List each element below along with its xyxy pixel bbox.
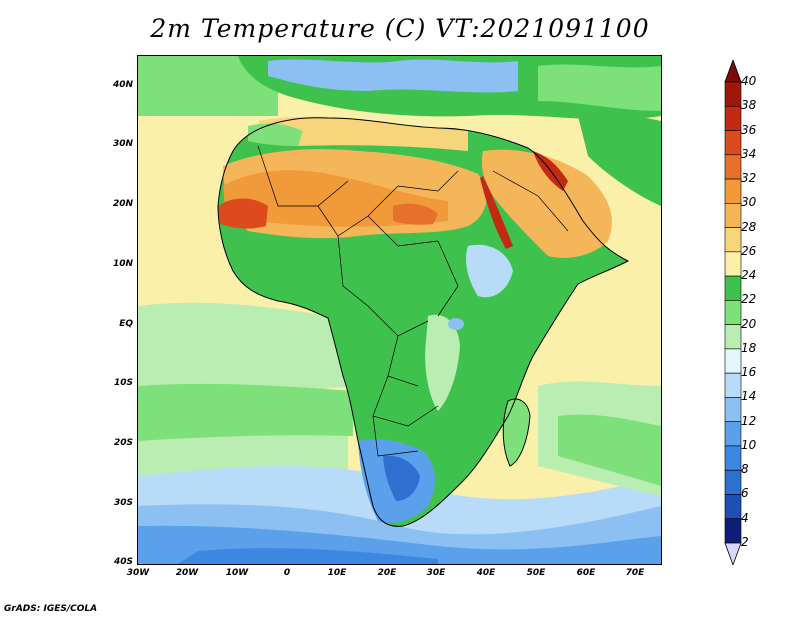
colorbar-segment bbox=[724, 300, 742, 325]
lat-label-40s: 40S bbox=[113, 557, 133, 567]
lon-label-40e: 40E bbox=[476, 568, 496, 578]
lake-victoria bbox=[448, 318, 464, 330]
colorbar-segment bbox=[724, 372, 742, 398]
ocean-south-coldest bbox=[178, 548, 438, 564]
colorbar-label: 2 bbox=[741, 535, 749, 549]
colorbar-label: 36 bbox=[741, 122, 757, 137]
ocean-atlantic-band bbox=[138, 302, 358, 401]
arabia-warm bbox=[481, 149, 612, 258]
north-africa-coast bbox=[258, 116, 468, 151]
lat-label-10s: 10S bbox=[113, 378, 133, 388]
colorbar-label: 30 bbox=[741, 195, 757, 210]
colorbar-label: 14 bbox=[741, 389, 757, 404]
temperature-map bbox=[137, 55, 662, 565]
colorbar-label: 24 bbox=[741, 268, 757, 283]
colorbar-label: 10 bbox=[741, 437, 757, 452]
madagascar bbox=[503, 399, 530, 466]
lat-label-20s: 20S bbox=[113, 438, 133, 448]
colorbar-segment bbox=[724, 227, 742, 253]
colorbar-label: 38 bbox=[741, 98, 757, 113]
central-asia bbox=[538, 64, 661, 111]
colorbar-label: 18 bbox=[741, 340, 757, 355]
ocean-atlantic-green bbox=[138, 383, 353, 446]
down-triangle-icon bbox=[724, 542, 742, 565]
lat-label-40n: 40N bbox=[112, 80, 133, 90]
lon-label-30e: 30E bbox=[426, 568, 446, 578]
chart-title: 2m Temperature (C) VT:2021091100 bbox=[150, 14, 650, 43]
lon-label-60e: 60E bbox=[576, 568, 596, 578]
lon-label-10w: 10W bbox=[225, 568, 249, 578]
lon-label-20w: 20W bbox=[175, 568, 199, 578]
lesotho-cold bbox=[383, 455, 420, 501]
colorbar-label: 28 bbox=[741, 219, 757, 234]
grads-credit: GrADS: IGES/COLA bbox=[4, 604, 98, 614]
colorbar-segment bbox=[724, 130, 742, 156]
colorbar-segment bbox=[724, 251, 742, 277]
colorbar-segment bbox=[724, 494, 742, 520]
madagascar-coastline bbox=[502, 398, 531, 467]
colorbar-segment bbox=[724, 178, 742, 204]
colorbar-label: 6 bbox=[741, 486, 749, 501]
west-sahara-hottest bbox=[218, 198, 268, 229]
colorbar-segment bbox=[724, 469, 742, 495]
colorbar-segment bbox=[724, 445, 742, 471]
iran-region bbox=[578, 113, 661, 206]
east-africa-rift bbox=[425, 314, 460, 411]
ocean-indian-green bbox=[558, 414, 661, 486]
colorbar-segment bbox=[724, 203, 742, 228]
lon-label-50e: 50E bbox=[526, 568, 546, 578]
lon-label-30w: 30W bbox=[126, 568, 150, 578]
colorbar-label: 12 bbox=[741, 413, 757, 428]
europe-cool bbox=[268, 59, 518, 93]
lat-label-eq: EQ bbox=[119, 319, 133, 329]
colorbar-segment bbox=[724, 275, 742, 301]
lon-label-10e: 10E bbox=[327, 568, 347, 578]
colorbar-label: 20 bbox=[741, 316, 757, 331]
ethiopia-highlands bbox=[466, 244, 513, 298]
colorbar-label: 16 bbox=[741, 365, 757, 380]
colorbar-segment bbox=[724, 421, 742, 447]
colorbar-label: 34 bbox=[741, 146, 757, 161]
lon-label-0: 0 bbox=[283, 568, 291, 578]
lon-label-70e: 70E bbox=[625, 568, 645, 578]
colorbar-segment bbox=[724, 348, 742, 374]
colorbar-segment bbox=[724, 518, 742, 544]
colorbar-segment bbox=[724, 324, 742, 350]
colorbar-label: 22 bbox=[741, 292, 757, 307]
lat-label-20n: 20N bbox=[112, 199, 133, 209]
lat-label-10n: 10N bbox=[112, 259, 133, 269]
colorbar-segment bbox=[724, 81, 742, 107]
colorbar-label: 26 bbox=[741, 243, 757, 258]
africa-coastline bbox=[217, 117, 630, 527]
lon-label-20e: 20E bbox=[377, 568, 397, 578]
colorbar-label: 40 bbox=[741, 74, 757, 88]
colorbar-segment bbox=[724, 154, 742, 180]
central-sahara-hot bbox=[393, 203, 438, 225]
colorbar-label: 8 bbox=[741, 462, 749, 477]
colorbar-segment bbox=[724, 105, 742, 131]
red-sea-hot bbox=[480, 176, 513, 249]
colorbar-label: 4 bbox=[741, 510, 749, 525]
atlas-mountains bbox=[248, 123, 303, 146]
map-svg bbox=[138, 56, 661, 564]
lat-label-30s: 30S bbox=[113, 498, 133, 508]
colorbar-label: 32 bbox=[741, 171, 757, 186]
colorbar bbox=[724, 60, 742, 565]
up-triangle-icon bbox=[724, 60, 742, 83]
lat-label-30n: 30N bbox=[112, 139, 133, 149]
colorbar-segment bbox=[724, 397, 742, 422]
sahara-hot bbox=[223, 170, 448, 227]
country-borders bbox=[257, 145, 569, 457]
